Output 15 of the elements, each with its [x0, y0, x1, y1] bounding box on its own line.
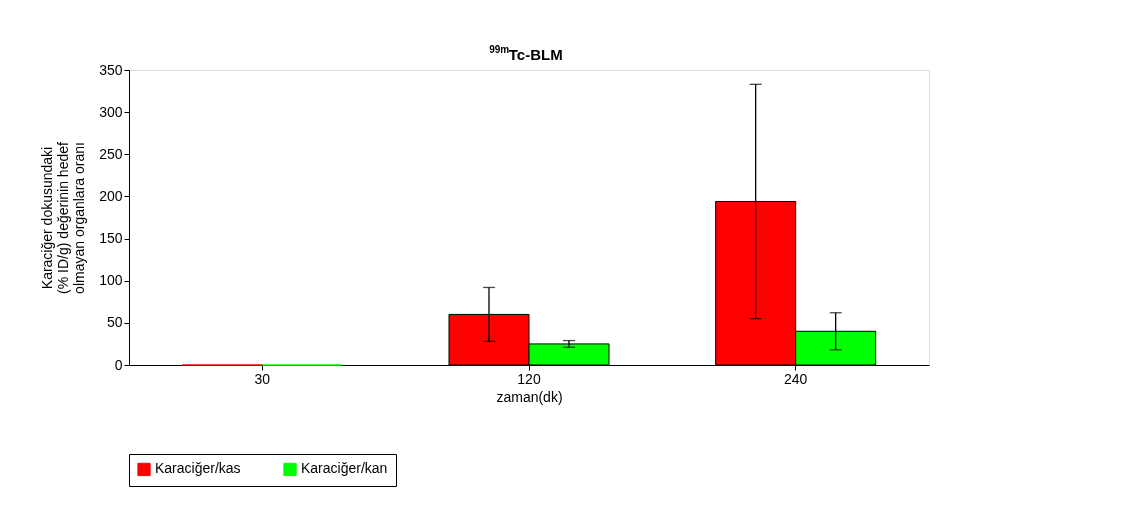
y-tick-label: 50 — [106, 314, 123, 331]
legend-label: Karaciğer/kan — [301, 460, 388, 477]
x-tick-label: 120 — [517, 370, 541, 387]
legend-label: Karaciğer/kas — [155, 460, 241, 477]
y-tick-label: 100 — [99, 272, 123, 289]
x-tick-label: 30 — [254, 370, 271, 387]
y-tick-label: 150 — [99, 230, 123, 247]
x-axis-title: zaman(dk) — [496, 388, 563, 405]
y-tick-label: 200 — [99, 187, 123, 204]
y-tick-label: 350 — [99, 61, 123, 78]
y-tick-label: 250 — [99, 145, 123, 162]
y-tick-label: 0 — [114, 356, 123, 373]
y-axis-title: Karaciğer dokusundaki (% ID/g) değerinin hedef olmayan organlara oranı — [39, 142, 88, 294]
x-tick-label: 240 — [783, 370, 808, 387]
y-tick-label: 300 — [99, 103, 123, 120]
